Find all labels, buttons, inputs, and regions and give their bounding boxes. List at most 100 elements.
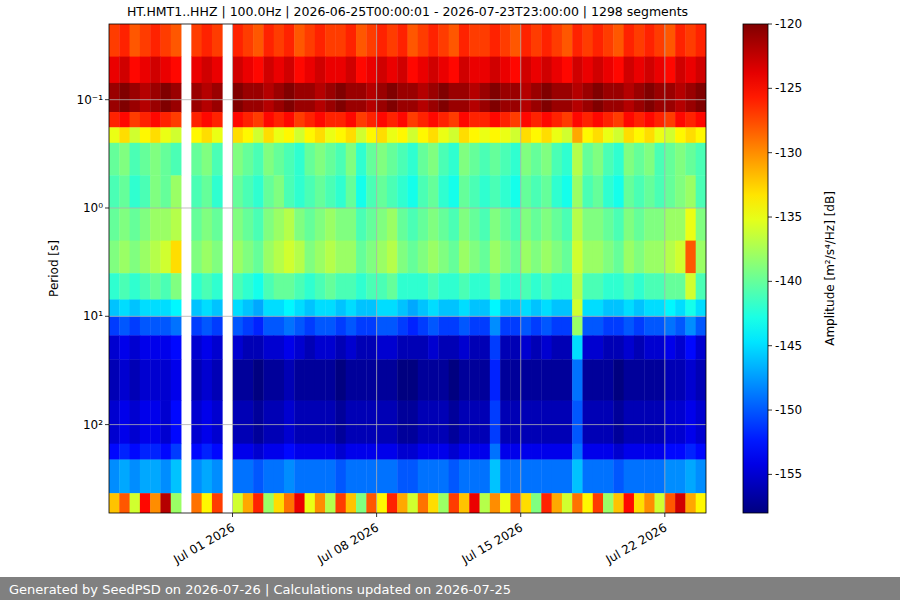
cell bbox=[253, 208, 264, 241]
cell bbox=[315, 493, 326, 513]
cell bbox=[366, 316, 377, 335]
cell bbox=[675, 208, 686, 241]
cell bbox=[459, 359, 470, 401]
cell bbox=[469, 335, 480, 359]
cell bbox=[541, 241, 552, 274]
cell bbox=[521, 316, 532, 335]
cell bbox=[212, 359, 223, 401]
cell bbox=[428, 316, 439, 335]
cell bbox=[171, 241, 182, 274]
cell bbox=[655, 208, 666, 241]
cell bbox=[428, 273, 439, 300]
cell bbox=[263, 459, 274, 493]
cell bbox=[675, 316, 686, 335]
cell bbox=[387, 493, 398, 513]
cell bbox=[665, 24, 676, 57]
cell bbox=[459, 335, 470, 359]
cell bbox=[428, 208, 439, 241]
cell bbox=[572, 316, 583, 335]
cell bbox=[541, 401, 552, 444]
cell bbox=[510, 459, 521, 493]
colorbar-tick bbox=[768, 24, 772, 25]
cell bbox=[428, 335, 439, 359]
cell bbox=[253, 300, 264, 317]
cell bbox=[665, 459, 676, 493]
cell bbox=[274, 24, 285, 57]
cell bbox=[171, 83, 182, 113]
cell bbox=[613, 459, 624, 493]
cell bbox=[356, 493, 367, 513]
cell bbox=[593, 112, 604, 128]
cell bbox=[366, 57, 377, 84]
cell bbox=[562, 444, 573, 460]
cell bbox=[160, 359, 171, 401]
cell bbox=[160, 401, 171, 444]
cell bbox=[325, 300, 336, 317]
cell bbox=[325, 24, 336, 57]
cell bbox=[655, 143, 666, 176]
cell bbox=[634, 127, 645, 143]
cell bbox=[480, 273, 491, 300]
cell bbox=[428, 83, 439, 113]
cell bbox=[418, 273, 429, 300]
cell bbox=[294, 143, 305, 176]
cell bbox=[346, 493, 357, 513]
cell bbox=[665, 444, 676, 460]
cell bbox=[335, 335, 346, 359]
cell bbox=[438, 208, 449, 241]
cell bbox=[469, 143, 480, 176]
cell bbox=[212, 208, 223, 241]
cell bbox=[263, 175, 274, 208]
cell bbox=[624, 493, 635, 513]
cell bbox=[685, 401, 696, 444]
cell bbox=[366, 112, 377, 128]
cell bbox=[305, 208, 316, 241]
cell bbox=[500, 493, 511, 513]
cell bbox=[624, 57, 635, 84]
cell bbox=[459, 459, 470, 493]
footer: Generated by SeedPSD on 2026-07-26 | Cal… bbox=[9, 582, 511, 597]
y-tick-label: 10⁻¹ bbox=[77, 93, 104, 107]
cell bbox=[562, 493, 573, 513]
cell bbox=[480, 316, 491, 335]
cell bbox=[397, 273, 408, 300]
cell bbox=[284, 143, 295, 176]
cell bbox=[603, 359, 614, 401]
cell bbox=[325, 143, 336, 176]
cell bbox=[685, 493, 696, 513]
cell bbox=[655, 459, 666, 493]
cell bbox=[480, 175, 491, 208]
cell bbox=[655, 493, 666, 513]
cell bbox=[274, 335, 285, 359]
cell bbox=[480, 401, 491, 444]
cell bbox=[171, 335, 182, 359]
cell bbox=[315, 459, 326, 493]
cell bbox=[150, 24, 161, 57]
cell bbox=[634, 300, 645, 317]
cell bbox=[438, 300, 449, 317]
cell bbox=[171, 24, 182, 57]
cell bbox=[408, 335, 419, 359]
cell bbox=[294, 359, 305, 401]
cell bbox=[335, 127, 346, 143]
cell bbox=[305, 444, 316, 460]
cell bbox=[428, 127, 439, 143]
cell bbox=[233, 300, 244, 317]
cell bbox=[593, 143, 604, 176]
colorbar-tick-label: -140 bbox=[775, 274, 802, 288]
cell bbox=[305, 359, 316, 401]
cell bbox=[582, 127, 593, 143]
cell bbox=[428, 300, 439, 317]
cell bbox=[510, 359, 521, 401]
cell bbox=[665, 300, 676, 317]
cell bbox=[366, 24, 377, 57]
cell bbox=[119, 493, 130, 513]
cell bbox=[582, 493, 593, 513]
cell bbox=[469, 175, 480, 208]
cell bbox=[160, 208, 171, 241]
cell bbox=[552, 241, 563, 274]
cell bbox=[572, 112, 583, 128]
cell bbox=[655, 444, 666, 460]
cell bbox=[130, 143, 141, 176]
cell bbox=[160, 175, 171, 208]
